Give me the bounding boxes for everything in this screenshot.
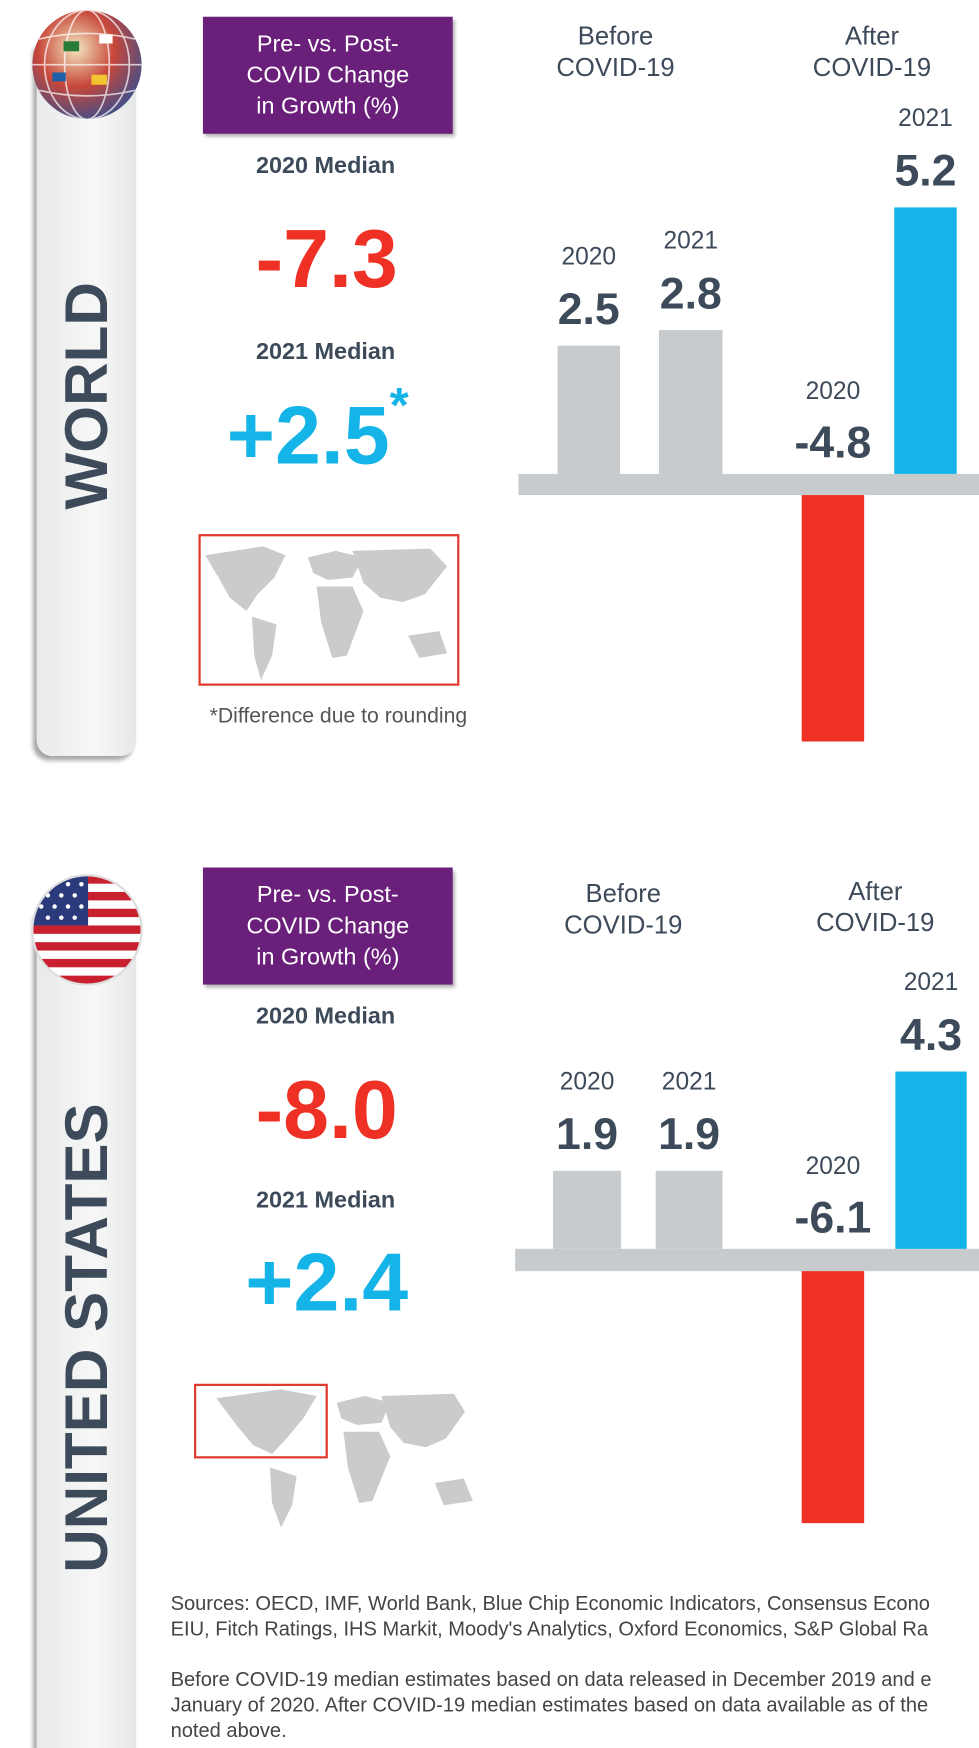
value-label: 1.9 — [658, 1109, 721, 1159]
bar — [658, 330, 723, 474]
category-label: 2020 — [805, 376, 861, 405]
bar — [655, 1170, 723, 1249]
source-note: noted above. — [170, 1719, 287, 1742]
region-sidebar — [36, 914, 137, 1748]
bar — [553, 1170, 622, 1249]
chart-title: Pre- vs. Post-COVID Change in Growth (%) — [246, 30, 410, 119]
median-value: +2.5 — [226, 388, 390, 482]
median-value: -7.3 — [255, 212, 398, 305]
us-location-map — [194, 1383, 473, 1528]
bar — [895, 1071, 967, 1249]
value-label: -6.1 — [794, 1193, 872, 1243]
world-globe-icon — [32, 9, 142, 121]
world-map — [198, 534, 460, 686]
chart-title-box: Pre- vs. Post-COVID Change in Growth (%) — [202, 16, 453, 134]
region-name: UNITED STATES — [53, 1103, 121, 1573]
group-header: After COVID-19 — [812, 21, 932, 82]
category-label: 2021 — [663, 226, 719, 255]
category-label: 2021 — [898, 103, 953, 132]
group-header: After COVID-19 — [816, 876, 935, 937]
category-label: 2020 — [559, 1066, 615, 1095]
median-value-group: +2.4 — [245, 1235, 408, 1330]
median-label: 2020 Median — [255, 1003, 396, 1030]
source-note: EIU, Fitch Ratings, IHS Markit, Moody's … — [170, 1617, 929, 1641]
note-marker: * — [389, 378, 409, 434]
source-note: Before COVID-19 median estimates based o… — [170, 1668, 932, 1691]
source-note: Sources: OECD, IMF, World Bank, Blue Chi… — [170, 1592, 930, 1615]
category-label: 2020 — [561, 241, 617, 270]
value-label: 4.3 — [900, 1010, 963, 1060]
value-label: -4.8 — [794, 418, 872, 468]
group-header: Before COVID-19 — [564, 878, 683, 939]
value-label: 2.5 — [557, 284, 620, 334]
category-label: 2021 — [661, 1066, 717, 1095]
median-value-group: +2.5* — [226, 379, 409, 482]
footnote: *Difference due to rounding — [209, 704, 468, 729]
bar — [801, 1271, 865, 1523]
region-sidebar — [36, 44, 137, 756]
chart-title-box: Pre- vs. Post-COVID Change in Growth (%) — [202, 867, 453, 985]
bar — [801, 495, 865, 742]
group-header: Before COVID-19 — [556, 21, 675, 82]
category-label: 2021 — [903, 967, 959, 996]
baseline-band — [518, 473, 979, 496]
median-value: -8.0 — [255, 1063, 398, 1156]
value-label: 2.8 — [659, 269, 722, 319]
chart-title: Pre- vs. Post-COVID Change in Growth (%) — [246, 881, 410, 970]
value-label: 5.2 — [894, 146, 957, 196]
region-name: WORLD — [53, 282, 121, 510]
bar — [557, 345, 620, 474]
baseline-band — [515, 1248, 979, 1272]
median-value: +2.4 — [245, 1236, 409, 1329]
value-label: 1.9 — [556, 1109, 619, 1159]
bar — [894, 207, 957, 474]
us-flag-icon — [31, 874, 143, 986]
source-note: January of 2020. After COVID-19 median e… — [170, 1693, 929, 1717]
median-label: 2020 Median — [255, 152, 396, 179]
category-label: 2020 — [805, 1151, 861, 1180]
median-label: 2021 Median — [255, 338, 396, 365]
median-label: 2021 Median — [255, 1187, 396, 1214]
